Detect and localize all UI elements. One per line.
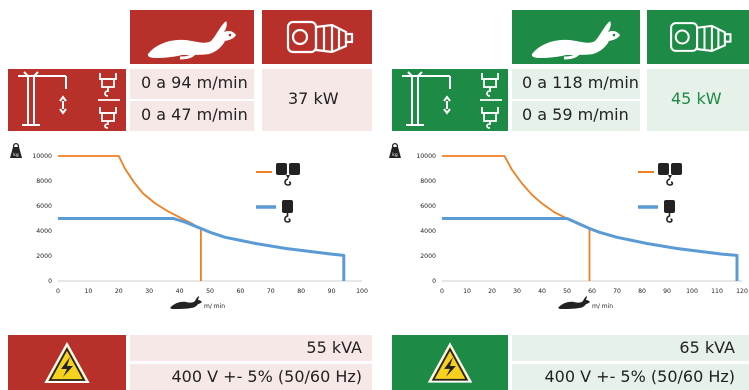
left-motor-header bbox=[262, 10, 372, 64]
x-tick-label: 110 bbox=[711, 288, 723, 295]
double-hook-icon bbox=[276, 163, 300, 186]
left-apparent-power: 55 kVA bbox=[306, 338, 362, 357]
single-hook-icon bbox=[282, 200, 293, 223]
right-voltage-panel: 400 V +- 5% (50/60 Hz) bbox=[512, 364, 749, 390]
hook-block-icon bbox=[480, 73, 502, 129]
x-tick-label: 100 bbox=[356, 288, 368, 295]
y-tick-label: 8000 bbox=[36, 178, 52, 185]
y-tick-label: 8000 bbox=[420, 178, 436, 185]
high-voltage-warning-icon bbox=[44, 341, 90, 383]
x-tick-label: 30 bbox=[145, 288, 153, 295]
left-speed-header bbox=[130, 10, 254, 64]
rabbit-icon bbox=[170, 296, 202, 309]
right-speed-low: 0 a 59 m/min bbox=[522, 105, 629, 124]
right-voltage: 400 V +- 5% (50/60 Hz) bbox=[544, 367, 736, 386]
right-power-value: 45 kW bbox=[671, 89, 722, 108]
right-speed-high: 0 a 118 m/min bbox=[522, 73, 639, 92]
x-tick-label: 60 bbox=[588, 288, 596, 295]
right-crane-panel bbox=[392, 69, 508, 131]
series-line-2 bbox=[442, 217, 739, 281]
left-power-panel: 37 kW bbox=[262, 69, 372, 131]
x-tick-label: 10 bbox=[84, 288, 92, 295]
right-speed-header bbox=[512, 10, 640, 64]
y-tick-label: 4000 bbox=[36, 228, 52, 235]
tower-crane-icon bbox=[402, 71, 451, 126]
y-tick-label: 10000 bbox=[32, 153, 52, 160]
left-load-chart: kg 0 2000 4000 6000 8000 10000 0 10 20 30 40 50 60 70… bbox=[10, 142, 368, 310]
weight-kg-icon: kg bbox=[10, 142, 22, 158]
x-tick-label: 90 bbox=[328, 288, 336, 295]
rabbit-icon bbox=[147, 21, 236, 60]
left-warning-panel bbox=[8, 335, 126, 390]
y-tick-label: 2000 bbox=[420, 253, 436, 260]
x-tick-label: 80 bbox=[297, 288, 305, 295]
svg-text:kg: kg bbox=[13, 152, 19, 158]
rabbit-icon bbox=[558, 296, 590, 309]
left-speed-low: 0 a 47 m/min bbox=[141, 105, 248, 124]
x-tick-label: 50 bbox=[206, 288, 214, 295]
y-tick-label: 0 bbox=[432, 278, 436, 285]
y-tick-label: 2000 bbox=[36, 253, 52, 260]
x-tick-label: 100 bbox=[686, 288, 698, 295]
y-tick-label: 6000 bbox=[420, 203, 436, 210]
x-tick-label: 20 bbox=[115, 288, 123, 295]
right-speed-high-panel: 0 a 118 m/min bbox=[512, 69, 640, 99]
x-tick-label: 70 bbox=[613, 288, 621, 295]
x-tick-label: 50 bbox=[563, 288, 571, 295]
svg-text:kg: kg bbox=[392, 152, 398, 158]
x-tick-label: 0 bbox=[440, 288, 444, 295]
right-motor-header bbox=[647, 10, 749, 64]
x-axis-label: m/ min bbox=[204, 303, 225, 310]
x-tick-label: 30 bbox=[513, 288, 521, 295]
weight-kg-icon: kg bbox=[389, 142, 401, 158]
right-power-panel: 45 kW bbox=[647, 69, 749, 131]
left-kva-panel: 55 kVA bbox=[130, 335, 372, 361]
hook-block-icon bbox=[98, 73, 120, 129]
left-crane-panel bbox=[8, 69, 126, 131]
left-speed-high: 0 a 94 m/min bbox=[141, 73, 248, 92]
x-tick-label: 10 bbox=[463, 288, 471, 295]
gear-motor-icon bbox=[670, 22, 732, 52]
x-tick-label: 0 bbox=[56, 288, 60, 295]
y-tick-label: 10000 bbox=[416, 153, 436, 160]
left-speed-high-panel: 0 a 94 m/min bbox=[130, 69, 254, 99]
gear-motor-icon bbox=[286, 20, 354, 54]
x-tick-label: 20 bbox=[488, 288, 496, 295]
left-speed-low-panel: 0 a 47 m/min bbox=[130, 101, 254, 131]
y-tick-label: 6000 bbox=[36, 203, 52, 210]
left-voltage: 400 V +- 5% (50/60 Hz) bbox=[171, 367, 363, 386]
right-speed-low-panel: 0 a 59 m/min bbox=[512, 101, 640, 131]
right-warning-panel bbox=[392, 335, 508, 390]
x-tick-label: 40 bbox=[538, 288, 546, 295]
right-kva-panel: 65 kVA bbox=[512, 335, 749, 361]
x-tick-label: 120 bbox=[736, 288, 748, 295]
tower-crane-icon bbox=[18, 71, 67, 126]
y-tick-label: 0 bbox=[48, 278, 52, 285]
high-voltage-warning-icon bbox=[427, 342, 473, 383]
x-tick-label: 70 bbox=[267, 288, 275, 295]
x-tick-label: 80 bbox=[638, 288, 646, 295]
x-tick-label: 40 bbox=[176, 288, 184, 295]
right-load-chart: kg 0 2000 4000 6000 8000 10000 0 10 20 30 40 50 60 70… bbox=[389, 142, 748, 310]
rabbit-icon bbox=[531, 21, 620, 60]
series-line-2 bbox=[58, 217, 346, 281]
left-power-value: 37 kW bbox=[288, 89, 339, 108]
double-hook-icon bbox=[658, 163, 682, 186]
x-tick-label: 90 bbox=[663, 288, 671, 295]
x-tick-label: 60 bbox=[236, 288, 244, 295]
x-axis-label: m/ min bbox=[592, 303, 613, 310]
single-hook-icon bbox=[664, 200, 675, 223]
left-voltage-panel: 400 V +- 5% (50/60 Hz) bbox=[130, 364, 372, 390]
y-tick-label: 4000 bbox=[420, 228, 436, 235]
right-apparent-power: 65 kVA bbox=[679, 338, 735, 357]
